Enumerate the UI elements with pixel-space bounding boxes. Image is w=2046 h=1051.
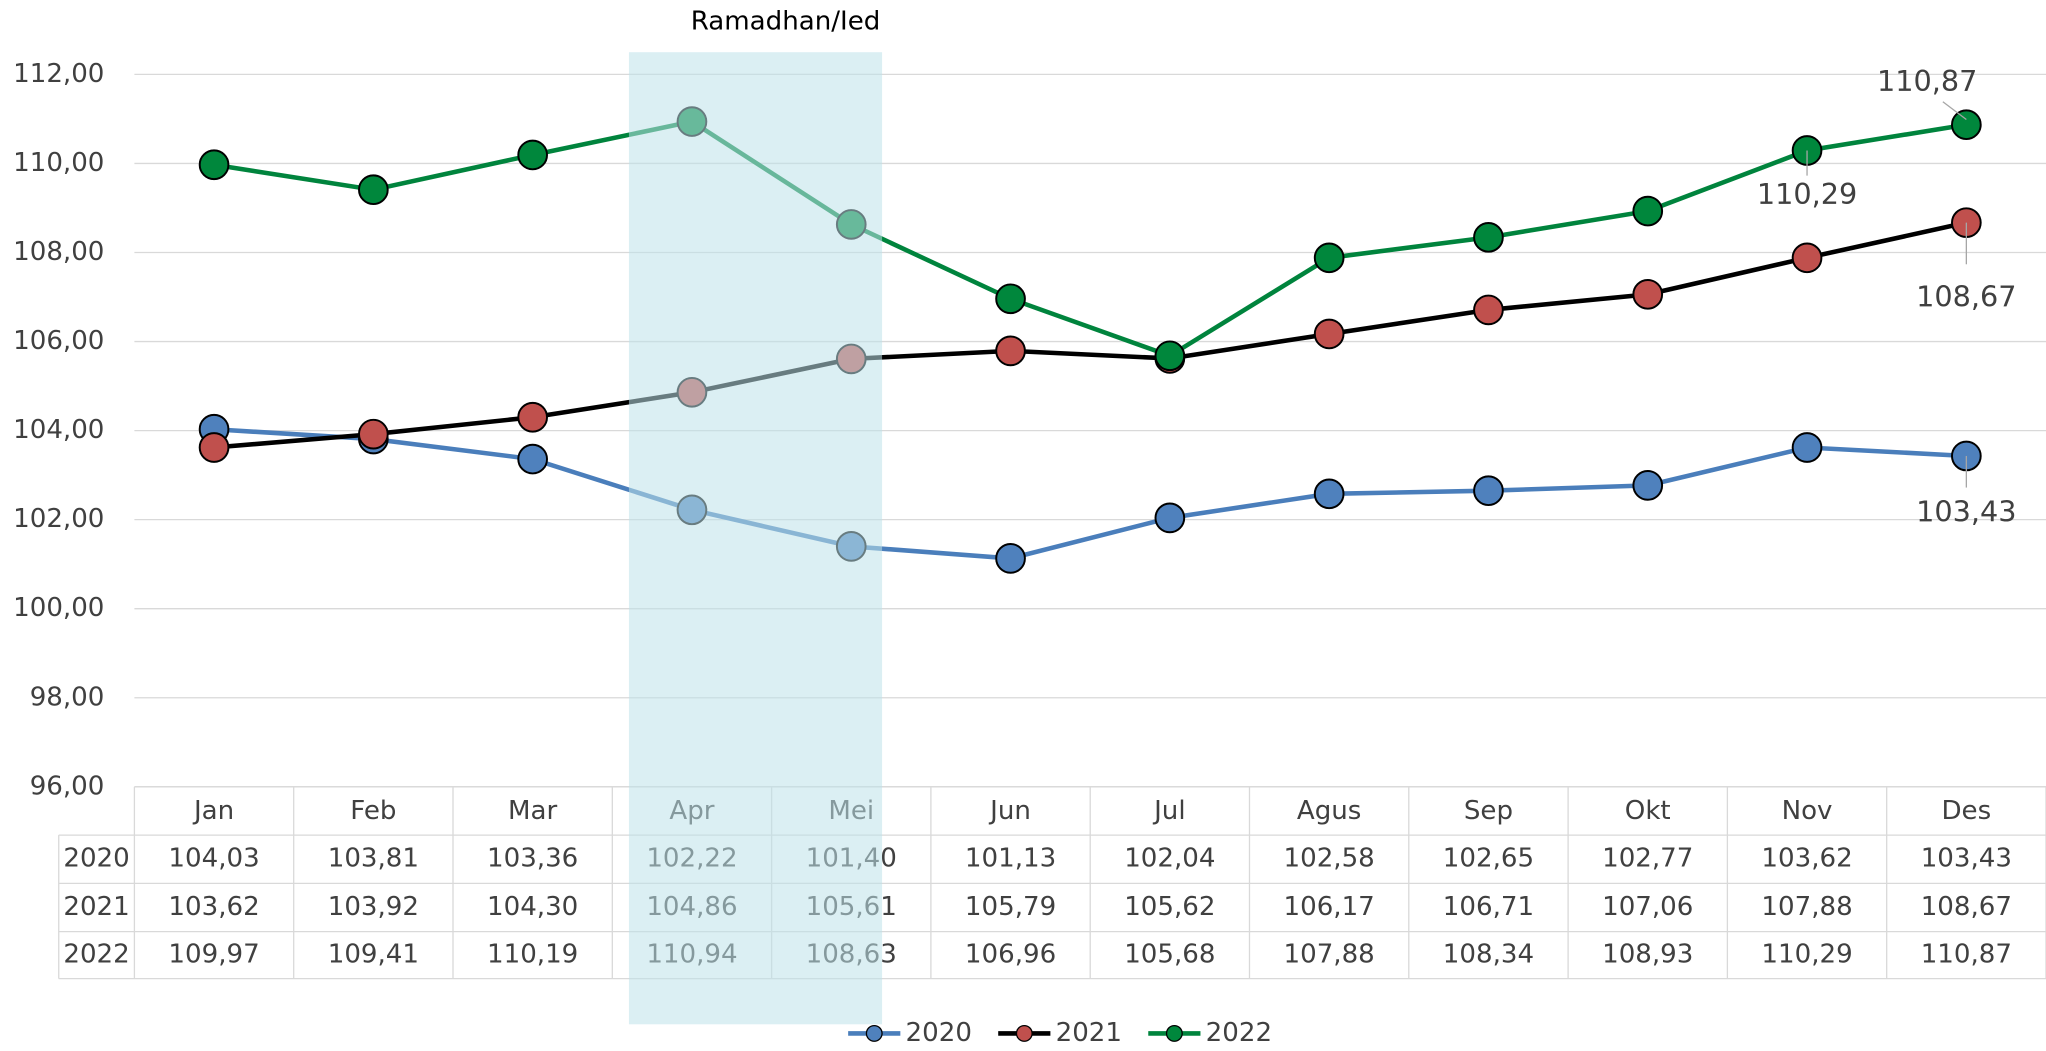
table-row-label: 2021 (63, 892, 129, 922)
legend-marker (1015, 1024, 1033, 1042)
table-cell: 109,41 (328, 940, 419, 970)
highlight-region (628, 52, 883, 1025)
table-cell: 105,62 (1124, 892, 1215, 922)
table-cell: 108,34 (1443, 940, 1534, 970)
marker (1951, 109, 1982, 141)
x-tick-label: Okt (1625, 796, 1671, 826)
table-cell: 108,93 (1602, 940, 1693, 970)
legend-label: 2021 (1056, 1018, 1122, 1047)
y-tick-label: 112,00 (13, 59, 104, 89)
marker (1154, 502, 1186, 534)
legend-marker (1165, 1024, 1183, 1042)
marker (1632, 195, 1664, 227)
leader-line (1942, 101, 1967, 120)
y-tick-label: 104,00 (13, 415, 104, 445)
table-cell: 103,43 (1921, 844, 2012, 874)
marker (995, 543, 1026, 574)
marker (517, 443, 548, 475)
data-label: 110,87 (1877, 64, 1977, 98)
marker (1313, 478, 1345, 510)
marker (1313, 318, 1345, 350)
table-cell: 103,92 (328, 892, 419, 922)
marker (1473, 475, 1504, 507)
marker (1632, 279, 1664, 310)
marker (198, 432, 230, 463)
table-cell: 106,71 (1443, 892, 1534, 922)
marker (1473, 294, 1504, 326)
y-tick-label: 96,00 (30, 771, 105, 801)
table-cell: 101,13 (965, 844, 1056, 874)
marker (1154, 340, 1186, 372)
data-label: 110,29 (1757, 177, 1857, 211)
table-cell: 103,62 (1761, 844, 1852, 874)
legend-label: 2022 (1206, 1018, 1272, 1047)
table-cell: 108,67 (1921, 892, 2012, 922)
table-cell: 107,88 (1761, 892, 1852, 922)
marker (1791, 432, 1823, 463)
table-cell: 102,58 (1284, 844, 1375, 874)
y-tick-label: 108,00 (13, 237, 104, 267)
table-cell: 107,88 (1284, 940, 1375, 970)
table-cell: 103,62 (168, 892, 259, 922)
table-cell: 103,81 (328, 844, 419, 874)
legend-label: 2020 (906, 1018, 972, 1047)
marker (1791, 242, 1823, 274)
x-tick-label: Des (1941, 796, 1991, 826)
table-cell: 107,06 (1602, 892, 1693, 922)
x-tick-label: Jan (192, 796, 234, 826)
series-line (213, 220, 1967, 450)
marker (995, 335, 1026, 367)
table-cell: 106,17 (1284, 892, 1375, 922)
marker (517, 139, 548, 171)
series-line (213, 119, 1967, 359)
table-cell: 105,79 (965, 892, 1056, 922)
y-tick-label: 98,00 (30, 682, 105, 712)
table-cell: 104,03 (168, 844, 259, 874)
marker (358, 418, 389, 450)
data-label: 103,43 (1916, 494, 2016, 528)
table-cell: 110,29 (1761, 940, 1852, 970)
x-tick-label: Sep (1464, 796, 1513, 826)
marker (1473, 222, 1504, 253)
marker (995, 283, 1026, 315)
y-tick-label: 110,00 (13, 148, 104, 178)
x-tick-label: Mar (508, 796, 557, 826)
table-cell: 104,30 (487, 892, 578, 922)
table-cell: 103,36 (487, 844, 578, 874)
marker (198, 149, 230, 181)
legend-marker (865, 1024, 883, 1042)
table-cell: 102,04 (1124, 844, 1215, 874)
marker (1313, 242, 1345, 274)
table-cell: 106,96 (965, 940, 1056, 970)
table-row-label: 2020 (63, 844, 129, 874)
x-tick-label: Feb (350, 796, 396, 826)
data-label: 108,67 (1916, 279, 2016, 313)
y-tick-label: 106,00 (13, 326, 104, 356)
series-line (213, 426, 1967, 561)
x-tick-label: Nov (1782, 796, 1833, 826)
table-cell: 102,77 (1602, 844, 1693, 874)
marker (1632, 470, 1664, 501)
table-cell: 105,68 (1124, 940, 1215, 970)
table-cell: 110,87 (1921, 940, 2012, 970)
table-cell: 109,97 (168, 940, 259, 970)
x-tick-label: Jun (988, 796, 1031, 826)
table-row-label: 2022 (63, 940, 129, 970)
x-tick-label: Agus (1297, 796, 1362, 826)
x-tick-label: Jul (1152, 796, 1185, 826)
marker (358, 174, 389, 206)
table-cell: 110,19 (487, 940, 578, 970)
annotation: Ramadhan/Ied (691, 7, 881, 37)
y-tick-label: 100,00 (13, 593, 104, 623)
table-cell: 102,65 (1443, 844, 1534, 874)
marker (517, 401, 548, 433)
y-tick-label: 102,00 (13, 504, 104, 534)
